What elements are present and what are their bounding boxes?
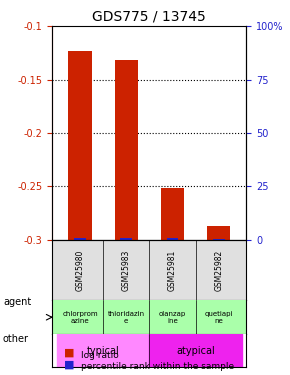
Text: typical: typical	[87, 346, 119, 356]
Text: GSM25980: GSM25980	[75, 249, 84, 291]
Text: other: other	[3, 334, 29, 344]
Text: ■: ■	[64, 348, 74, 358]
Text: log ratio: log ratio	[81, 351, 119, 360]
Bar	[68, 51, 92, 240]
Text: thioridazin
e: thioridazin e	[108, 311, 145, 324]
Text: GSM25981: GSM25981	[168, 249, 177, 291]
Text: GSM25983: GSM25983	[122, 249, 131, 291]
Bar	[207, 226, 230, 240]
Bar	[74, 238, 86, 240]
Bar	[167, 238, 178, 240]
Text: atypical: atypical	[176, 346, 215, 356]
Bar	[120, 238, 132, 240]
Text: GSM25982: GSM25982	[214, 249, 223, 291]
Text: chlorprom
azine: chlorprom azine	[62, 311, 98, 324]
Text: ■: ■	[64, 359, 74, 369]
Text: quetiapi
ne: quetiapi ne	[204, 311, 233, 324]
Text: agent: agent	[3, 297, 31, 307]
Bar	[161, 188, 184, 240]
Bar	[115, 60, 138, 240]
Bar	[213, 239, 224, 240]
Text: percentile rank within the sample: percentile rank within the sample	[81, 362, 234, 371]
Title: GDS775 / 13745: GDS775 / 13745	[93, 10, 206, 24]
Text: olanzap
ine: olanzap ine	[159, 311, 186, 324]
